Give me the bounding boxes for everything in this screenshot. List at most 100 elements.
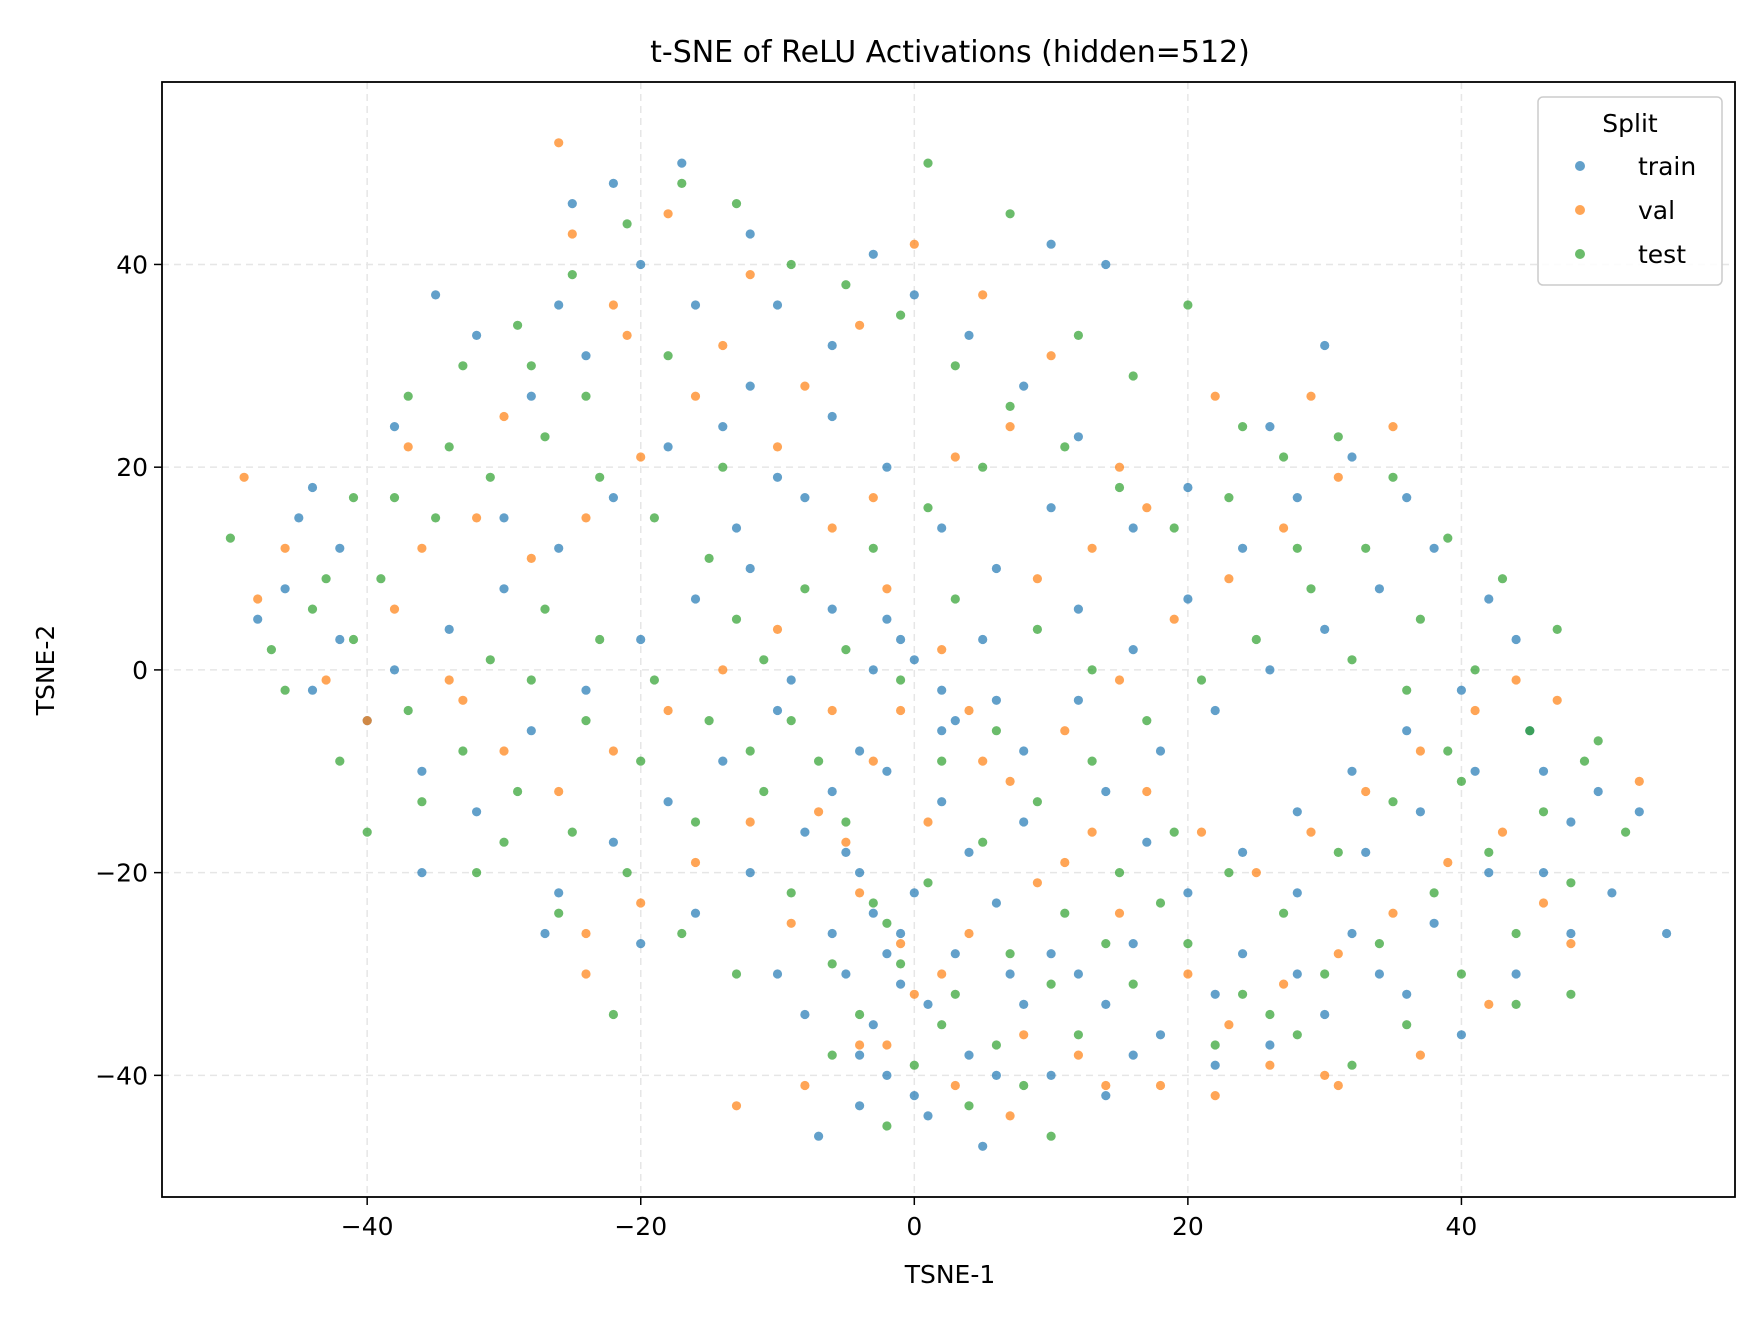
data-point-val — [1320, 1070, 1330, 1080]
data-point-train — [868, 1020, 878, 1030]
data-point-test — [800, 584, 810, 594]
data-point-val — [567, 229, 577, 239]
data-point-val — [950, 1080, 960, 1091]
data-point-val — [1073, 1050, 1083, 1060]
data-point-test — [636, 756, 646, 766]
data-point-test — [1511, 928, 1521, 939]
data-point-test — [950, 594, 960, 604]
data-point-train — [882, 462, 892, 472]
data-point-train — [1073, 604, 1083, 614]
data-point-val — [554, 786, 564, 797]
data-point-train — [554, 300, 564, 310]
data-point-val — [663, 209, 673, 219]
data-point-train — [814, 1131, 824, 1141]
y-tick-label: 40 — [116, 250, 148, 279]
data-point-train — [1019, 817, 1029, 827]
data-point-train — [772, 472, 783, 482]
data-point-train — [1402, 989, 1412, 999]
data-point-test — [923, 878, 933, 888]
data-point-train — [855, 1101, 865, 1111]
data-point-val — [909, 239, 919, 249]
data-point-test — [1265, 1009, 1275, 1020]
data-point-train — [1183, 888, 1193, 898]
data-point-val — [1415, 1050, 1425, 1060]
data-point-train — [1484, 594, 1494, 604]
data-point-train — [567, 199, 577, 209]
data-point-test — [1456, 776, 1466, 787]
data-point-test — [1279, 452, 1289, 462]
data-point-test — [266, 645, 276, 655]
data-point-train — [964, 847, 974, 858]
data-point-test — [1155, 898, 1166, 908]
data-point-val — [718, 665, 728, 675]
data-point-val — [1114, 908, 1125, 918]
data-point-train — [1374, 969, 1384, 979]
data-point-val — [731, 1101, 742, 1111]
data-point-test — [745, 746, 755, 756]
data-point-train — [991, 563, 1002, 574]
data-point-test — [458, 746, 468, 756]
data-point-val — [1306, 391, 1316, 401]
data-point-val — [1183, 969, 1193, 979]
data-point-val — [923, 817, 933, 827]
data-point-train — [1662, 928, 1672, 939]
data-point-val — [581, 928, 591, 939]
data-point-test — [663, 351, 673, 361]
data-point-train — [1511, 634, 1521, 645]
data-point-train — [1128, 645, 1138, 655]
data-point-train — [950, 949, 960, 959]
data-point-val — [1060, 857, 1070, 868]
data-point-test — [1128, 371, 1138, 381]
legend-item-val: val — [1575, 196, 1675, 225]
data-point-val — [690, 391, 701, 401]
data-point-val — [814, 807, 824, 817]
data-point-val — [1032, 878, 1042, 888]
data-point-test — [1142, 716, 1152, 726]
data-point-train — [1320, 340, 1330, 351]
data-point-test — [1060, 442, 1070, 452]
data-point-test — [731, 969, 742, 979]
data-point-val — [362, 716, 372, 726]
data-point-test — [923, 158, 933, 168]
data-point-train — [540, 928, 550, 939]
data-point-train — [1265, 1040, 1275, 1050]
data-point-test — [513, 320, 523, 330]
data-point-train — [896, 928, 906, 939]
data-point-val — [978, 756, 988, 766]
data-point-test — [882, 918, 892, 928]
data-point-test — [1224, 868, 1234, 878]
data-point-train — [1347, 452, 1357, 462]
data-point-val — [458, 695, 468, 705]
data-point-val — [1443, 857, 1453, 868]
legend: Split train val test — [1537, 96, 1723, 286]
data-point-val — [1046, 351, 1056, 361]
data-point-test — [622, 868, 632, 878]
data-point-test — [348, 493, 359, 503]
data-point-val — [1279, 523, 1289, 533]
data-point-test — [1333, 847, 1343, 858]
data-point-train — [882, 949, 892, 959]
data-point-val — [1388, 908, 1398, 918]
data-point-test — [499, 837, 509, 847]
data-point-train — [800, 827, 810, 837]
data-point-val — [1306, 827, 1316, 837]
data-point-val — [608, 746, 619, 756]
data-point-train — [923, 999, 933, 1010]
data-point-train — [335, 543, 345, 553]
data-point-val — [1265, 1060, 1275, 1070]
data-point-train — [991, 898, 1002, 908]
data-point-test — [978, 837, 988, 847]
data-point-test — [513, 786, 523, 797]
x-axis-label: TSNE-1 — [904, 1260, 996, 1289]
data-point-train — [1470, 766, 1480, 776]
plot-frame — [161, 81, 1736, 1198]
legend-items: train val test — [1575, 152, 1696, 269]
data-point-test — [1046, 979, 1056, 989]
data-point-train — [1101, 259, 1111, 270]
data-point-train — [1155, 746, 1166, 756]
data-point-train — [1183, 482, 1193, 493]
data-point-train — [855, 746, 865, 756]
legend-label: train — [1638, 152, 1696, 181]
data-point-test — [649, 513, 660, 523]
